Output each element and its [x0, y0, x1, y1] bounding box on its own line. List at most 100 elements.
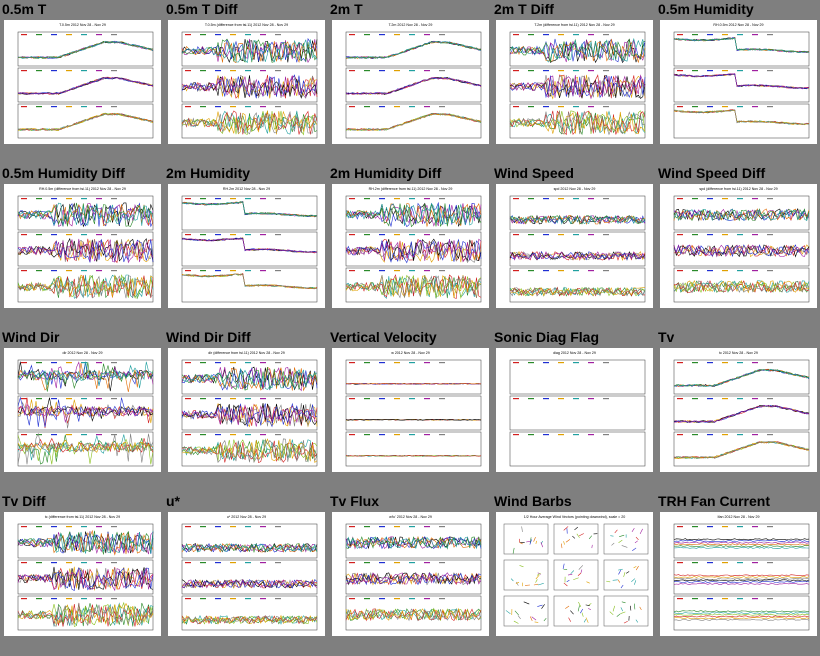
legend-entry	[737, 434, 743, 436]
series-line	[181, 402, 318, 426]
wind-vector	[630, 605, 632, 611]
legend-entry	[260, 562, 266, 564]
legend-entry	[588, 70, 594, 72]
legend-entry	[111, 70, 117, 72]
legend-entry	[767, 234, 773, 236]
wind-vector	[531, 616, 537, 621]
legend-entry	[185, 198, 191, 200]
barb-panel	[503, 595, 549, 627]
plot-subtitle: dir (difference from tsi.11) 2012 Nov 28…	[208, 351, 285, 355]
legend-entry	[66, 598, 72, 600]
plot-thumbnail[interactable]: dir (difference from tsi.11) 2012 Nov 28…	[168, 348, 325, 472]
plot-thumbnail[interactable]: 1/2 Hour Average Wind Vectors (pointing …	[496, 512, 653, 636]
legend-entry	[200, 434, 206, 436]
legend-entry	[767, 34, 773, 36]
wind-vector	[529, 537, 532, 543]
plot-thumbnail[interactable]: tc (difference from tsi.11) 2012 Nov 28 …	[4, 512, 161, 636]
plot-thumbnail[interactable]: u* 2012 Nov 28 - Nov 29	[168, 512, 325, 636]
plot-thumbnail[interactable]: T.2m (difference from tsi.11) 2012 Nov 2…	[496, 20, 653, 144]
legend-entry	[81, 598, 87, 600]
plot-panel	[181, 559, 318, 595]
legend-entry	[245, 234, 251, 236]
plot-thumbnail[interactable]: spd 2012 Nov 28 - Nov 29	[496, 184, 653, 308]
legend-entry	[66, 270, 72, 272]
barb-panel	[553, 523, 599, 555]
plot-thumbnail[interactable]: tc 2012 Nov 28 - Nov 29	[660, 348, 817, 472]
legend-entry	[96, 34, 102, 36]
legend-entry	[573, 362, 579, 364]
legend-entry	[752, 526, 758, 528]
legend-entry	[36, 598, 42, 600]
legend-entry	[185, 270, 191, 272]
legend-entry	[379, 526, 385, 528]
legend-entry	[245, 434, 251, 436]
legend-entry	[230, 34, 236, 36]
wind-vector	[540, 542, 544, 548]
legend-entry	[200, 270, 206, 272]
plot-title: Wind Barbs	[494, 493, 572, 509]
legend-entry	[36, 526, 42, 528]
legend-entry	[692, 270, 698, 272]
legend-entry	[558, 198, 564, 200]
wind-vector	[537, 572, 541, 575]
series-line	[181, 38, 318, 63]
plot-thumbnail[interactable]: RH.2m (difference from tsi.11) 2012 Nov …	[332, 184, 489, 308]
plot-thumbnail[interactable]: diag 2012 Nov 28 - Nov 29	[496, 348, 653, 472]
wind-vector	[632, 547, 637, 552]
wind-vector	[620, 607, 624, 612]
legend-entry	[558, 234, 564, 236]
plot-thumbnail[interactable]: dir 2012 Nov 28 - Nov 29	[4, 348, 161, 472]
legend-entry	[439, 562, 445, 564]
legend-entry	[737, 270, 743, 272]
plot-thumbnail[interactable]: RH.0.5m (difference from tsi.11) 2012 No…	[4, 184, 161, 308]
legend-entry	[603, 34, 609, 36]
wind-vector	[635, 619, 639, 623]
legend-entry	[767, 198, 773, 200]
legend-entry	[603, 270, 609, 272]
series-line	[17, 567, 153, 590]
series-line	[181, 75, 318, 99]
plot-thumbnail[interactable]: Ifan 2012 Nov 28 - Nov 29	[660, 512, 817, 636]
series-line	[673, 109, 810, 125]
legend-entry	[394, 434, 400, 436]
legend-entry	[349, 562, 355, 564]
series-line	[509, 214, 646, 225]
legend-entry	[558, 270, 564, 272]
plot-thumbnail[interactable]: T.0.5m 2012 Nov 28 - Nov 29	[4, 20, 161, 144]
legend-entry	[185, 70, 191, 72]
series-line	[673, 575, 810, 579]
series-line	[345, 241, 482, 264]
plot-thumbnail[interactable]: w 2012 Nov 28 - Nov 29	[332, 348, 489, 472]
plot-thumbnail[interactable]: RH.2m 2012 Nov 28 - Nov 29	[168, 184, 325, 308]
series-line	[673, 369, 810, 387]
legend-entry	[528, 398, 534, 400]
legend-entry	[394, 598, 400, 600]
legend-entry	[66, 70, 72, 72]
legend-entry	[603, 434, 609, 436]
plot-thumbnail[interactable]: T.0.5m (difference from tsi.11) 2012 Nov…	[168, 20, 325, 144]
plot-panel	[181, 523, 318, 559]
plot-panel	[345, 431, 482, 467]
plot-thumbnail[interactable]: w'tc' 2012 Nov 28 - Nov 29	[332, 512, 489, 636]
series-line	[345, 274, 482, 299]
legend-entry	[588, 398, 594, 400]
wind-vector	[585, 604, 590, 607]
plot-thumbnail[interactable]: T.2m 2012 Nov 28 - Nov 29	[332, 20, 489, 144]
legend-entry	[528, 106, 534, 108]
series-line	[17, 41, 154, 59]
plot-thumbnail[interactable]: spd (difference from tsi.11) 2012 Nov 28…	[660, 184, 817, 308]
legend-entry	[737, 106, 743, 108]
legend-entry	[573, 34, 579, 36]
legend-entry	[96, 398, 102, 400]
series-line	[181, 403, 318, 427]
legend-entry	[424, 598, 430, 600]
legend-entry	[603, 198, 609, 200]
plot-thumbnail[interactable]: RH.0.5m 2012 Nov 28 - Nov 29	[660, 20, 817, 144]
series-line	[673, 574, 810, 577]
legend-entry	[379, 562, 385, 564]
series-line	[181, 438, 318, 464]
series-line	[181, 201, 318, 217]
plot-panel	[509, 431, 646, 467]
series-line	[17, 76, 154, 95]
series-line	[673, 441, 810, 459]
